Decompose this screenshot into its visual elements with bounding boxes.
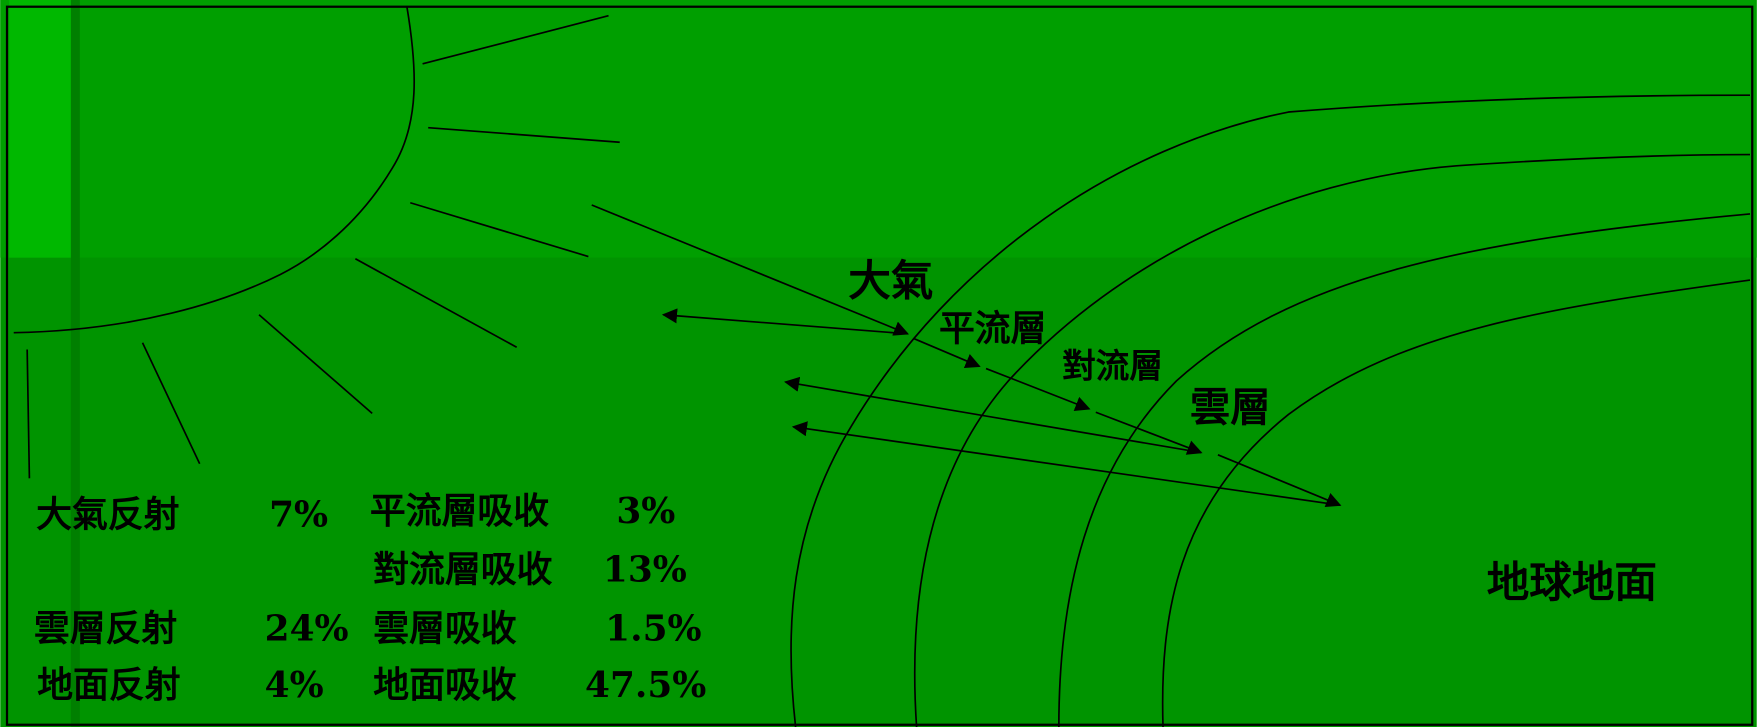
budget-table: 大氣反射 7% 雲層反射 24% 地面反射 4% 平流層吸收 3% 對流層吸收 … xyxy=(34,490,706,706)
row-value: 3% xyxy=(616,490,675,532)
label-troposphere: 對流層 xyxy=(1062,346,1163,386)
row-label: 地面反射 xyxy=(37,664,180,706)
left-bar xyxy=(70,0,80,727)
label-clouds: 雲層 xyxy=(1190,383,1271,431)
row-value: 4% xyxy=(265,664,324,706)
row-value: 13% xyxy=(603,548,687,590)
arrows xyxy=(591,204,1342,507)
row-label: 平流層吸收 xyxy=(370,490,549,532)
row-label: 雲層吸收 xyxy=(373,608,516,650)
left-stripe xyxy=(9,0,72,258)
row-value: 7% xyxy=(269,493,328,535)
label-atmosphere: 大氣 xyxy=(848,257,933,307)
row-label: 大氣反射 xyxy=(36,493,179,535)
row-label: 地面吸收 xyxy=(373,664,516,706)
border xyxy=(5,5,1754,726)
label-stratosphere: 平流層 xyxy=(939,308,1046,350)
row-label: 雲層反射 xyxy=(34,608,177,650)
top-band xyxy=(0,0,1757,258)
label-ground: 地球地面 xyxy=(1487,558,1657,608)
row-value: 1.5% xyxy=(605,608,701,650)
layers xyxy=(790,94,1751,727)
row-label: 對流層吸收 xyxy=(373,548,552,590)
row-value: 24% xyxy=(265,608,349,650)
sun xyxy=(13,6,620,479)
row-value: 47.5% xyxy=(585,664,706,706)
